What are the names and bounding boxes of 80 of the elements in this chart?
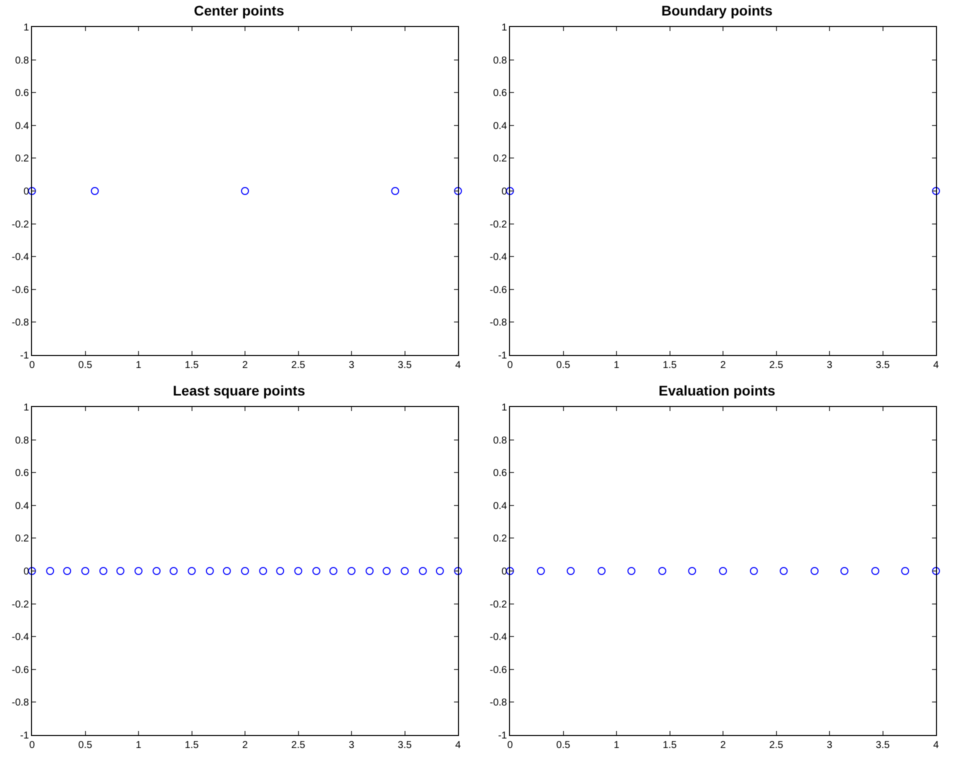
x-tick-label: 1.5 <box>184 740 200 751</box>
x-tick-label: 4 <box>455 360 462 371</box>
y-tick-label: -0.2 <box>12 599 30 610</box>
y-tick-label: 0.2 <box>493 154 508 165</box>
x-tick-label: 3 <box>348 360 355 371</box>
y-tick-label: -0.6 <box>12 664 30 676</box>
y-tick-label: -0.8 <box>490 318 508 329</box>
x-tick-label: 1 <box>136 360 142 371</box>
x-tick-label: 1 <box>136 740 142 751</box>
y-tick-label: 0.4 <box>15 500 30 512</box>
y-tick-label: -0.8 <box>12 698 30 709</box>
y-tick-label: 0.4 <box>15 120 30 132</box>
y-tick-label: 0.8 <box>15 55 30 66</box>
y-tick-label: 0.8 <box>15 435 30 446</box>
x-tick-label: 3.5 <box>398 360 412 371</box>
x-tick-label: 0.5 <box>556 740 571 751</box>
x-tick-label: 0.5 <box>78 360 93 371</box>
y-tick-label: 0.6 <box>493 468 508 480</box>
x-tick-label: 4 <box>455 740 462 751</box>
x-tick-label: 1.5 <box>662 740 678 751</box>
y-tick-label: 1 <box>23 22 30 34</box>
y-tick-label: 0 <box>23 186 30 198</box>
y-tick-label: -1 <box>20 730 30 742</box>
y-tick-label: 0.4 <box>493 500 508 512</box>
y-tick-label: -0.4 <box>490 252 508 264</box>
y-tick-label: 0.8 <box>493 55 508 66</box>
x-tick-label: 2 <box>242 740 248 751</box>
x-tick-label: 2.5 <box>291 360 306 371</box>
chart-title: Least square points <box>172 382 306 398</box>
y-tick-label: -0.4 <box>12 252 30 264</box>
y-tick-label: -0.4 <box>490 632 508 644</box>
y-tick-label: 0 <box>501 186 508 198</box>
y-tick-label: -0.8 <box>12 318 30 329</box>
x-tick-label: 3.5 <box>876 740 890 751</box>
x-tick-label: 3 <box>826 740 833 751</box>
x-tick-label: 1 <box>614 360 620 371</box>
x-tick-label: 1.5 <box>184 360 200 371</box>
y-tick-label: -0.8 <box>490 698 508 709</box>
y-tick-label: 0.6 <box>15 468 30 480</box>
y-tick-label: -1 <box>498 730 508 742</box>
x-tick-label: 4 <box>933 740 940 751</box>
chart-title: Center points <box>194 2 284 18</box>
y-tick-label: 1 <box>501 402 508 414</box>
y-tick-label: 0.6 <box>493 88 508 100</box>
y-tick-label: -0.6 <box>490 284 508 296</box>
x-tick-label: 1.5 <box>662 360 678 371</box>
y-tick-label: 0.2 <box>15 154 30 165</box>
y-tick-label: 0.4 <box>493 120 508 132</box>
x-tick-label: 3.5 <box>876 360 890 371</box>
y-tick-label: 0.2 <box>15 534 30 545</box>
x-tick-label: 3.5 <box>398 740 412 751</box>
x-tick-label: 1 <box>614 740 620 751</box>
y-tick-label: -0.4 <box>12 632 30 644</box>
x-tick-label: 2 <box>720 740 726 751</box>
y-tick-label: -0.6 <box>490 664 508 676</box>
x-tick-label: 4 <box>933 360 940 371</box>
x-tick-label: 3 <box>826 360 833 371</box>
y-tick-label: -1 <box>498 350 508 362</box>
y-tick-label: -0.2 <box>12 219 30 230</box>
x-tick-label: 3 <box>348 740 355 751</box>
x-tick-label: 0.5 <box>556 360 571 371</box>
chart-title: Boundary points <box>661 2 773 18</box>
y-tick-label: 0.8 <box>493 435 508 446</box>
y-tick-label: 0.2 <box>493 534 508 545</box>
y-tick-label: -0.2 <box>490 219 508 230</box>
y-tick-label: 0 <box>23 566 30 578</box>
x-tick-label: 2.5 <box>769 360 784 371</box>
x-tick-label: 2 <box>242 360 248 371</box>
y-tick-label: -0.2 <box>490 599 508 610</box>
x-tick-label: 0.5 <box>78 740 93 751</box>
x-tick-label: 2 <box>720 360 726 371</box>
y-tick-label: 0.6 <box>15 88 30 100</box>
x-tick-label: 2.5 <box>769 740 784 751</box>
y-tick-label: 1 <box>501 22 508 34</box>
y-tick-label: -0.6 <box>12 284 30 296</box>
y-tick-label: -1 <box>20 350 30 362</box>
y-tick-label: 0 <box>501 566 508 578</box>
chart-title: Evaluation points <box>658 382 776 398</box>
x-tick-label: 2.5 <box>291 740 306 751</box>
y-tick-label: 1 <box>23 402 30 414</box>
